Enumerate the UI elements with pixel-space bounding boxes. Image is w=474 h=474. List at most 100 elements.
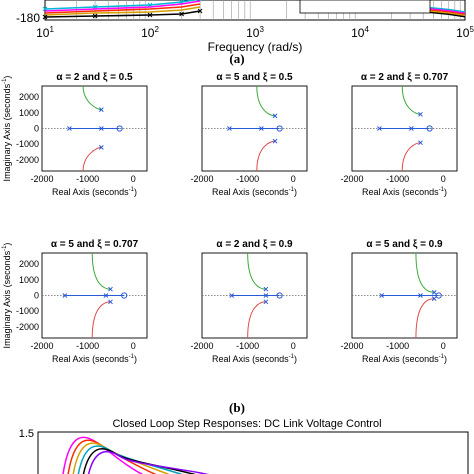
zero-marker	[435, 292, 442, 299]
pole-marker	[108, 286, 113, 292]
pole-marker	[377, 126, 382, 131]
panel-xtick: -1000	[236, 174, 259, 184]
pole-marker	[62, 293, 68, 298]
pole-marker	[272, 138, 278, 144]
pole-marker	[431, 296, 437, 302]
root-locus-panel: α = 2 and ξ = 0.707 -2000 -1000 0 Real Axis …	[340, 72, 458, 197]
root-locus-panel: α = 2 and ξ = 0.5 2000 1000 0 -1000 -2000 -200…	[2, 72, 148, 197]
pole-marker	[263, 286, 269, 292]
pole-marker	[418, 293, 423, 298]
panel-ytick: -2000	[16, 322, 39, 332]
panel-xtick: -2000	[190, 174, 213, 184]
bode-xtick: 103	[246, 25, 264, 40]
bode-marker	[197, 8, 203, 14]
bode-marker	[147, 12, 153, 18]
zero-marker	[276, 292, 283, 299]
pole-marker	[408, 126, 414, 131]
panel-title: α = 5 and ξ = 0.5	[216, 72, 293, 83]
locus-upper-branch	[256, 85, 276, 117]
bode-ytick-label: -180	[16, 11, 40, 25]
panel-ytick: -1000	[16, 139, 39, 149]
figure-label-a: (a)	[229, 51, 244, 66]
locus-upper-branch	[82, 85, 102, 111]
zero-marker	[121, 292, 128, 299]
zero-marker	[276, 125, 283, 132]
bode-axes-box	[44, 0, 466, 21]
pole-marker	[229, 293, 235, 298]
root-locus-panel: α = 5 and ξ = 0.5 -2000 -1000 0 Real Axis (s…	[190, 72, 308, 197]
panel-xtick: -1000	[386, 341, 409, 351]
panel-title: α = 2 and ξ = 0.707	[361, 72, 449, 83]
panel-xtick: 0	[441, 341, 446, 351]
panel-xtick: -2000	[30, 174, 53, 184]
step-series-line	[62, 436, 144, 474]
pole-marker	[108, 299, 113, 305]
bode-series-line	[44, 6, 201, 16]
pole-marker	[418, 140, 423, 146]
panel-xlabel: Real Axis (seconds-1)	[52, 354, 137, 364]
locus-upper-branch	[91, 252, 111, 290]
bode-legend-box	[299, 0, 431, 14]
panel-ytick: 2000	[19, 259, 39, 269]
panel-title: α = 5 and ξ = 0.9	[366, 239, 443, 250]
bode-marker	[42, 14, 48, 20]
pole-marker	[431, 289, 437, 295]
bode-xtick-labels: 101 102 103 104 105	[36, 25, 474, 40]
panel-xtick: 0	[131, 341, 136, 351]
root-locus-panel: α = 2 and ξ = 0.9 -2000 -1000 0 Real Axis (s…	[190, 239, 308, 364]
root-locus-panel: α = 5 and ξ = 0.707 2000 1000 0 -1000 -2000 -2…	[2, 239, 148, 364]
panel-xlabel: Real Axis (seconds-1)	[362, 187, 447, 197]
panel-xtick: 0	[441, 174, 446, 184]
step-axes-box	[37, 431, 469, 474]
zero-marker	[116, 125, 123, 132]
pole-marker	[272, 113, 278, 119]
panel-xtick: -1000	[76, 341, 99, 351]
pole-marker	[103, 293, 109, 298]
bode-marker	[179, 11, 184, 17]
panel-xtick: -2000	[340, 174, 363, 184]
figure-label-b: (b)	[229, 400, 245, 415]
panel-xtick: 0	[291, 341, 296, 351]
panel-title: α = 5 and ξ = 0.707	[51, 239, 139, 250]
bode-series-line	[44, 3, 201, 14]
panel-title: α = 2 and ξ = 0.9	[216, 239, 293, 250]
panel-xtick: -2000	[30, 341, 53, 351]
bode-xlabel: Frequency (rad/s)	[208, 40, 303, 54]
pole-marker	[98, 126, 104, 131]
locus-upper-branch	[247, 252, 266, 290]
locus-lower-branch	[82, 146, 102, 172]
pole-marker	[227, 126, 232, 131]
step-series-line	[87, 450, 209, 474]
bode-plot: -180 101 102 103 104 105 Frequency (rad/s) (…	[16, 0, 474, 66]
panel-ylabel: Imaginary Axis (seconds-1)	[2, 76, 12, 182]
panel-ylabel: Imaginary Axis (seconds-1)	[2, 243, 12, 349]
panel-xtick: -1000	[386, 174, 409, 184]
locus-upper-branch	[401, 85, 421, 115]
locus-lower-branch	[256, 140, 276, 172]
bode-marker	[197, 0, 203, 2]
panel-ytick: 0	[34, 124, 39, 134]
pole-marker	[98, 107, 104, 112]
locus-lower-branch	[401, 142, 421, 172]
pole-marker	[263, 299, 269, 305]
panel-xtick: -2000	[190, 341, 213, 351]
panel-xtick: -1000	[236, 341, 259, 351]
panel-xlabel: Real Axis (seconds-1)	[212, 354, 297, 364]
pole-marker	[98, 145, 104, 150]
panel-ytick: 1000	[19, 275, 39, 285]
bode-xtick: 104	[351, 25, 369, 40]
panel-ytick: -1000	[16, 306, 39, 316]
step-title: Closed Loop Step Responses: DC Link Volt…	[112, 418, 381, 430]
panel-ytick: 0	[34, 291, 39, 301]
zero-marker	[426, 125, 433, 132]
panel-xlabel: Real Axis (seconds-1)	[52, 187, 137, 197]
panel-xtick: -1000	[76, 174, 99, 184]
root-locus-panel: α = 5 and ξ = 0.9 -2000 -1000 0 Real Axis (s…	[340, 239, 458, 364]
panel-xtick: 0	[291, 174, 296, 184]
step-plot: Closed Loop Step Responses: DC Link Volt…	[19, 418, 469, 474]
step-ytick-label: 1.5	[19, 428, 34, 440]
bode-marker	[92, 13, 98, 19]
panel-xlabel: Real Axis (seconds-1)	[362, 354, 447, 364]
bode-xtick: 101	[36, 25, 54, 40]
